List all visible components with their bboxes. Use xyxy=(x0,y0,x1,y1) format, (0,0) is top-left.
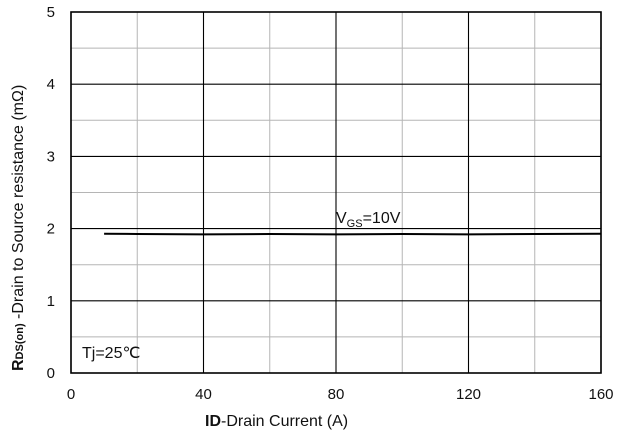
vgs-annotation: VGS=10V xyxy=(336,210,401,230)
x-axis-title-bold: ID xyxy=(205,413,221,430)
plot-frame xyxy=(70,11,602,374)
y-axis-title-r: R xyxy=(10,359,27,371)
y-tick-label: 0 xyxy=(47,365,55,382)
x-tick-label: 80 xyxy=(328,386,345,403)
vgs-subscript: GS xyxy=(347,218,363,230)
y-tick-label: 1 xyxy=(47,293,55,310)
x-axis-title-rest: -Drain Current (A) xyxy=(221,413,348,430)
y-tick-label: 5 xyxy=(47,4,55,21)
y-tick-labels: 0 1 2 3 4 5 xyxy=(47,4,55,382)
x-tick-labels: 0 40 80 120 160 xyxy=(67,386,614,403)
x-tick-label: 40 xyxy=(195,386,212,403)
y-axis-title: RDS(on) -Drain to Source resistance (mΩ) xyxy=(10,85,27,371)
y-tick-label: 4 xyxy=(47,76,55,93)
y-tick-label: 2 xyxy=(47,221,55,238)
x-tick-label: 0 xyxy=(67,386,75,403)
grid xyxy=(70,11,602,374)
y-axis-title-rest: -Drain to Source resistance (mΩ) xyxy=(10,85,27,324)
y-axis-title-sub: DS(on) xyxy=(14,323,26,359)
x-tick-label: 120 xyxy=(456,386,481,403)
series-line-vgs-10v xyxy=(104,232,602,236)
series-layer xyxy=(104,232,602,236)
x-axis-title: ID-Drain Current (A) xyxy=(205,413,348,430)
vgs-suffix: =10V xyxy=(363,210,401,227)
vgs-prefix: V xyxy=(336,210,347,227)
x-tick-label: 160 xyxy=(588,386,613,403)
tj-annotation: Tj=25℃ xyxy=(82,345,140,362)
y-tick-label: 3 xyxy=(47,148,55,165)
